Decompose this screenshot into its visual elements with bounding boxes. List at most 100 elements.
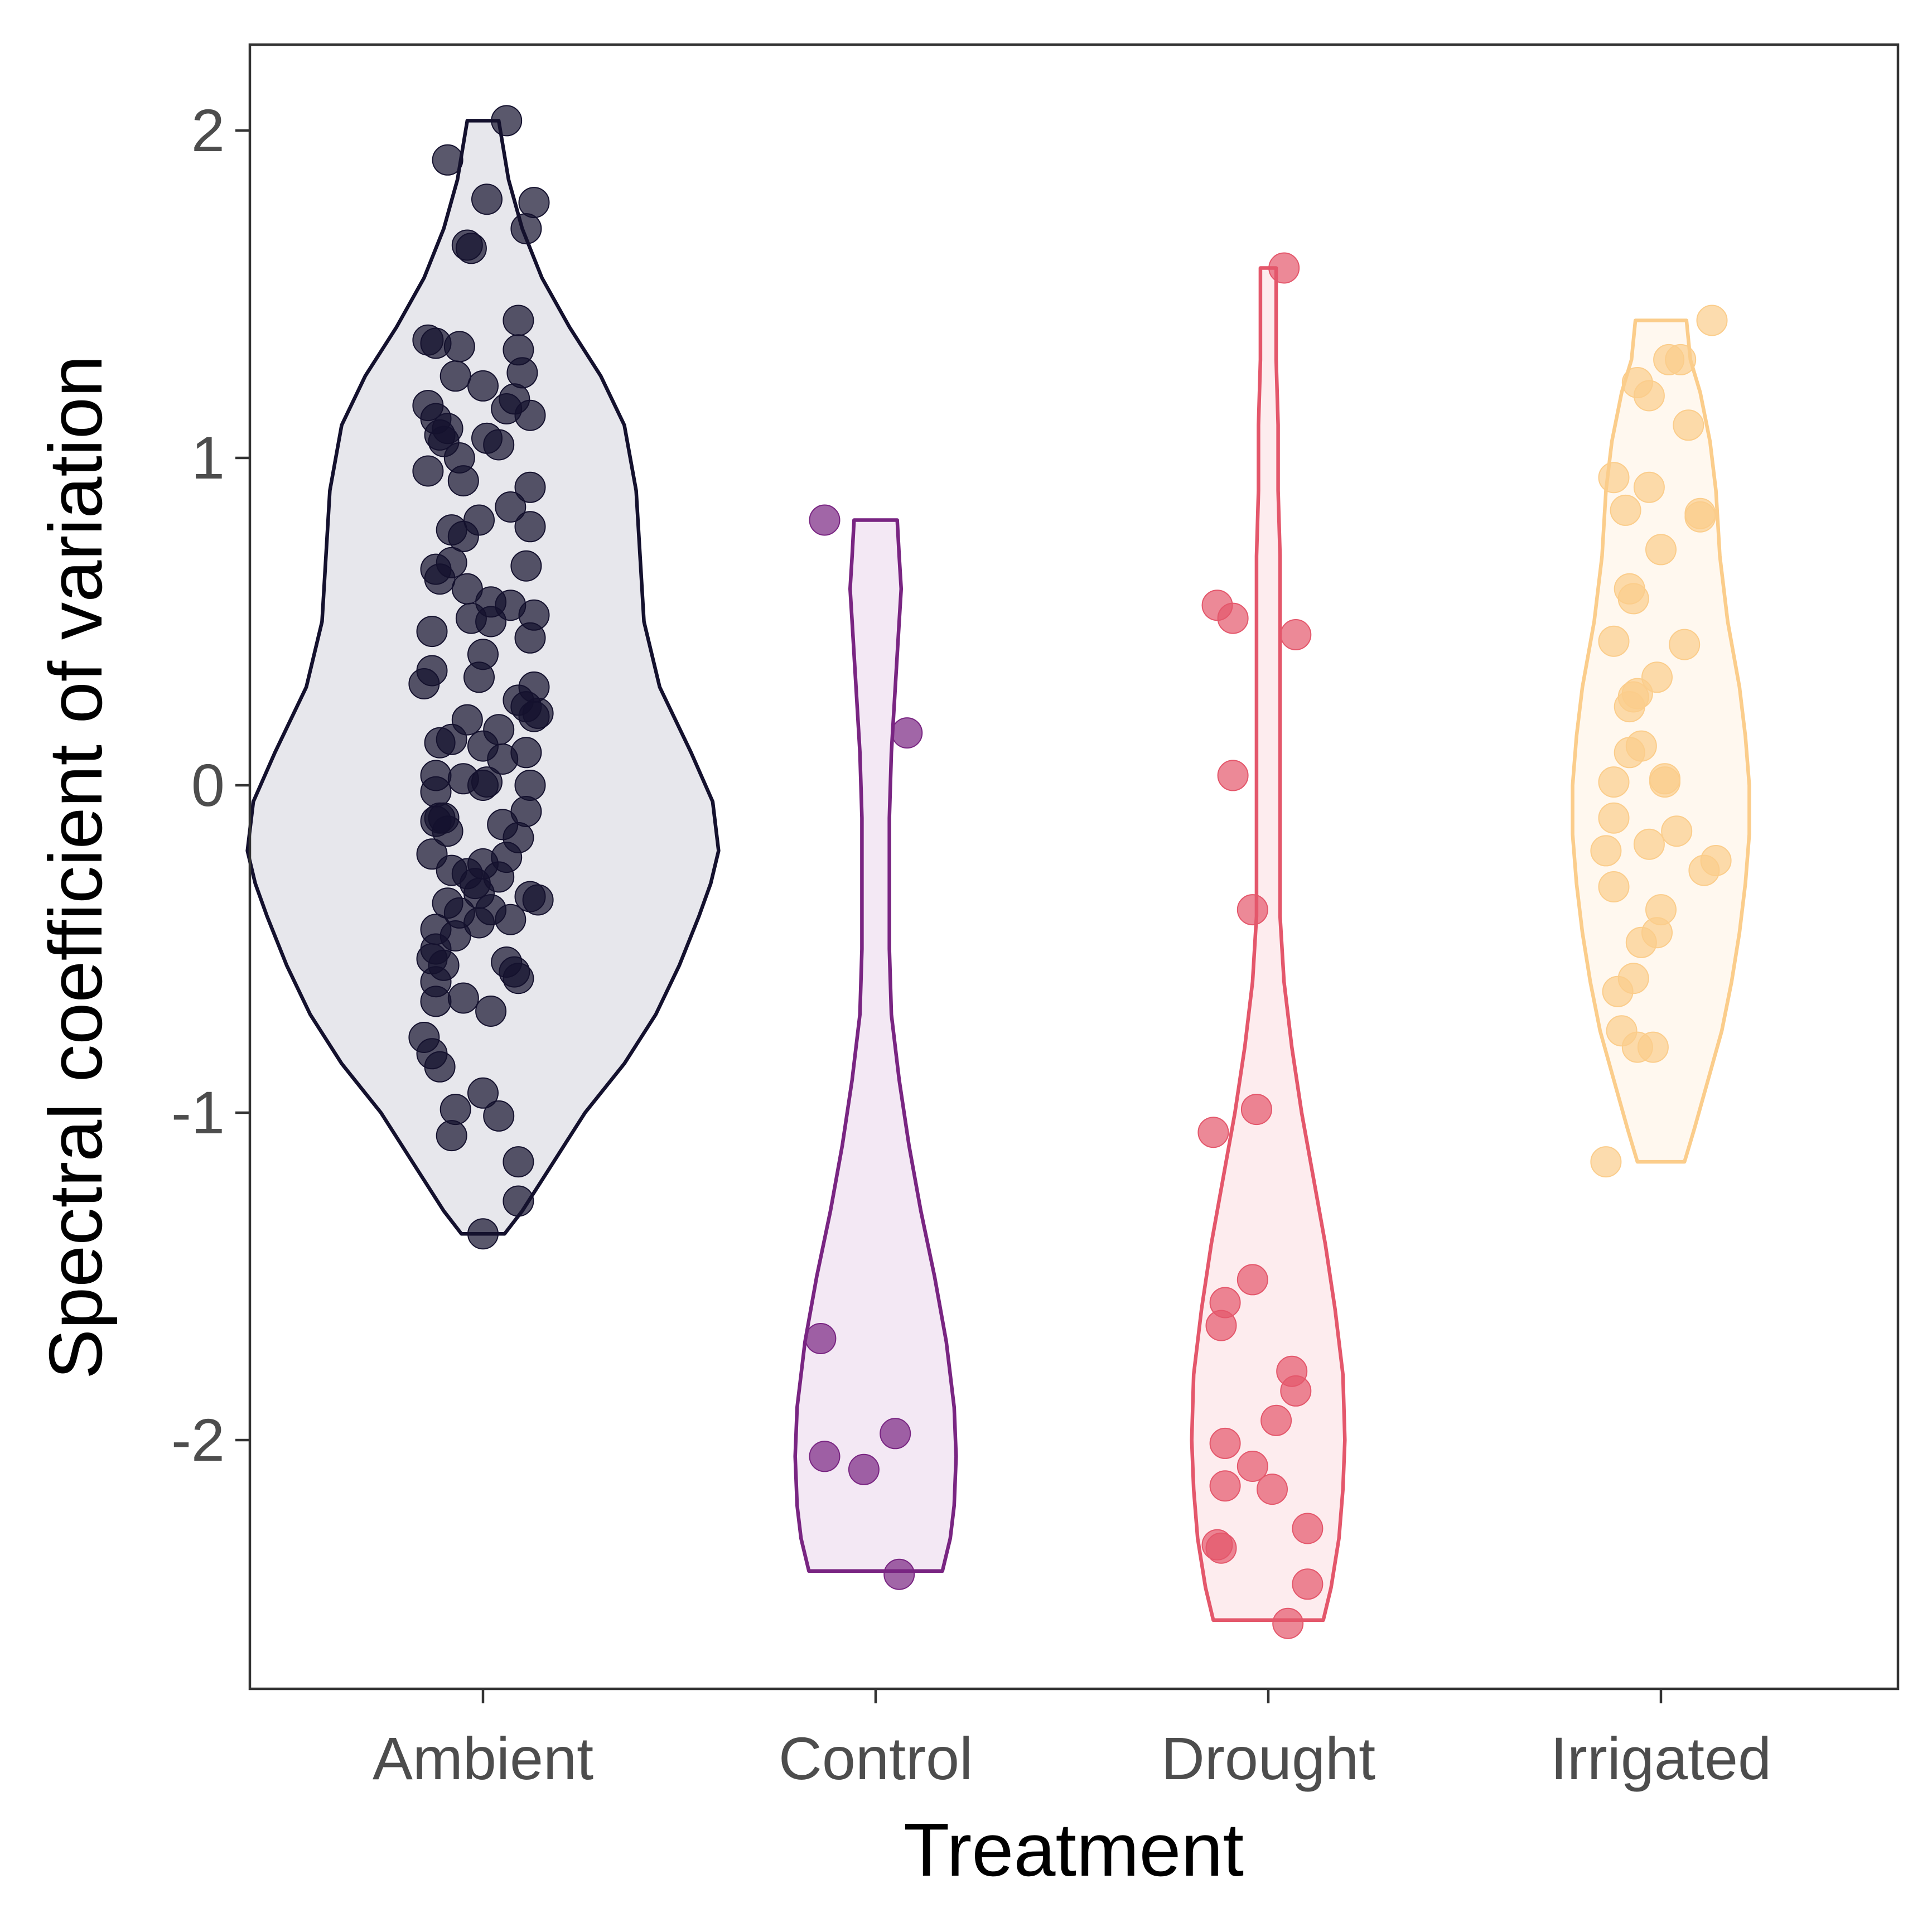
point-ambient [447,465,479,497]
y-tick-label: 1 [191,424,225,491]
point-drought [1217,602,1249,634]
point-irrigated [1669,629,1701,660]
point-irrigated [1598,766,1630,798]
violin-drought [1190,266,1347,1622]
point-irrigated [1688,854,1720,886]
point-drought [1237,894,1268,926]
point-control [880,1418,911,1450]
point-irrigated [1684,501,1716,533]
point-ambient [491,105,523,137]
point-ambient [463,907,495,939]
point-ambient [467,770,499,801]
point-irrigated [1649,766,1680,798]
point-ambient [463,661,495,693]
point-ambient [471,183,503,215]
point-irrigated [1590,1146,1622,1178]
point-drought [1292,1568,1324,1600]
point-ambient [518,701,550,732]
point-irrigated [1598,802,1630,834]
point-control [809,504,841,536]
point-ambient [506,357,538,389]
y-axis: -2 -1 0 1 2 [171,96,250,1474]
point-irrigated [1610,494,1641,526]
point-drought [1240,1094,1272,1126]
point-irrigated [1617,583,1649,615]
point-drought [1272,1607,1304,1639]
x-tick-label-ambient: Ambient [373,1725,593,1792]
point-irrigated [1633,828,1665,860]
point-ambient [522,884,554,916]
point-control [883,1558,915,1590]
point-control [809,1441,841,1472]
point-ambient [518,187,550,219]
point-drought [1209,1427,1241,1459]
point-ambient [447,520,479,552]
point-ambient [510,213,542,245]
point-irrigated [1673,409,1704,441]
y-tick-label: 0 [191,751,225,819]
point-ambient [514,471,546,503]
point-drought [1209,1470,1241,1502]
point-irrigated [1614,737,1645,769]
point-ambient [475,606,507,637]
point-irrigated [1598,462,1630,494]
x-axis: Ambient Control Drought Irrigated [373,1689,1771,1792]
point-drought [1257,1474,1288,1505]
point-ambient [439,360,471,392]
point-ambient [436,1120,467,1152]
x-tick-label-drought: Drought [1161,1725,1375,1792]
x-tick-label-control: Control [779,1725,973,1792]
point-irrigated [1602,975,1634,1007]
point-ambient [514,399,546,431]
point-ambient [503,305,534,336]
point-ambient [467,370,499,402]
point-irrigated [1645,534,1677,566]
x-axis-title: Treatment [904,1808,1244,1892]
point-drought [1260,1404,1292,1436]
point-ambient [503,1146,534,1178]
point-ambient [408,668,440,699]
point-ambient [503,1185,534,1217]
point-control [848,1453,880,1485]
point-irrigated [1633,471,1665,503]
point-control [891,717,923,749]
point-ambient [443,331,475,363]
point-drought [1205,1532,1237,1564]
point-drought [1237,1451,1268,1482]
panel-border [248,43,1900,1690]
point-drought [1197,1117,1229,1148]
point-ambient [475,996,507,1027]
point-ambient [432,815,463,847]
point-irrigated [1590,835,1622,867]
point-irrigated [1633,380,1665,412]
point-ambient [424,727,456,759]
y-tick-label: -1 [171,1079,225,1146]
point-ambient [514,770,546,801]
point-ambient [455,233,487,264]
point-irrigated [1625,926,1657,958]
point-ambient [495,904,527,935]
point-irrigated [1637,1031,1669,1063]
point-drought [1292,1513,1324,1544]
point-drought [1217,760,1249,791]
point-ambient [424,563,456,595]
point-ambient [483,1100,515,1132]
point-ambient [495,491,527,523]
point-ambient [514,622,546,654]
violin-control [793,518,958,1573]
point-drought [1268,252,1300,284]
point-drought [1205,1310,1237,1341]
point-drought [1237,1264,1268,1296]
point-ambient [514,511,546,543]
point-control [805,1323,837,1354]
point-ambient [416,616,448,648]
point-ambient [439,1094,471,1126]
point-ambient [467,1218,499,1250]
point-irrigated [1598,871,1630,902]
point-ambient [487,743,519,775]
points-layer [408,105,1732,1639]
point-irrigated [1696,305,1728,336]
point-ambient [432,144,463,176]
